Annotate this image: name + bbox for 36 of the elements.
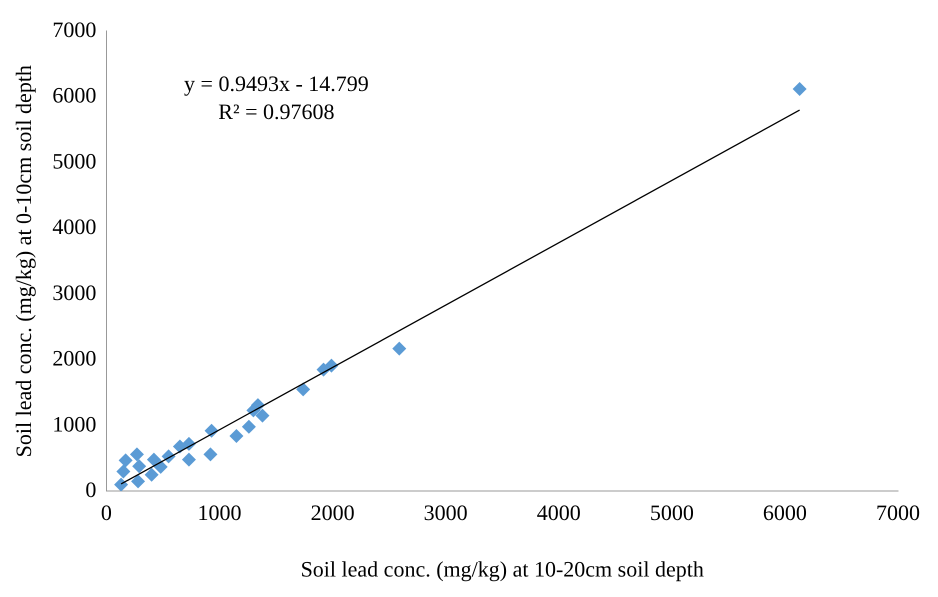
y-tick-label: 6000 [52, 82, 96, 108]
point [131, 474, 146, 488]
point [144, 468, 159, 482]
point [118, 453, 133, 468]
point [132, 459, 146, 474]
y-tick-label: 7000 [52, 16, 96, 42]
point [296, 382, 310, 396]
point [130, 447, 144, 462]
x-tick-label: 2000 [310, 500, 355, 526]
x-tick-label: 1000 [197, 500, 242, 526]
y-tick-label: 0 [85, 476, 96, 502]
point [203, 447, 218, 462]
annotation: y = 0.9493x - 14.799 [184, 71, 369, 96]
x-tick-label: 0 [100, 500, 112, 526]
point [116, 464, 130, 478]
point [146, 452, 161, 467]
x-axis-title: Soil lead conc. (mg/kg) at 10-20cm soil depth [300, 556, 704, 582]
point [792, 82, 807, 96]
point [242, 420, 256, 434]
x-tick-label: 3000 [424, 500, 468, 526]
y-tick-label: 4000 [52, 214, 96, 240]
y-axis-title: Soil lead conc. (mg/kg) at 0-10cm soil depth [10, 65, 36, 458]
y-tick-label: 2000 [52, 346, 96, 371]
point [114, 478, 128, 492]
y-tick-label: 1000 [52, 411, 96, 436]
point [392, 342, 406, 356]
point [182, 452, 196, 467]
y-tick-label: 5000 [52, 148, 96, 174]
point [255, 408, 270, 423]
y-tick-label: 3000 [52, 280, 96, 305]
x-tick-label: 5000 [650, 500, 694, 526]
annotation: R² = 0.97608 [218, 99, 334, 124]
x-tick-label: 7000 [876, 500, 920, 526]
x-tick-label: 6000 [762, 500, 807, 526]
x-tick-label: 4000 [536, 500, 581, 526]
point [229, 429, 244, 443]
